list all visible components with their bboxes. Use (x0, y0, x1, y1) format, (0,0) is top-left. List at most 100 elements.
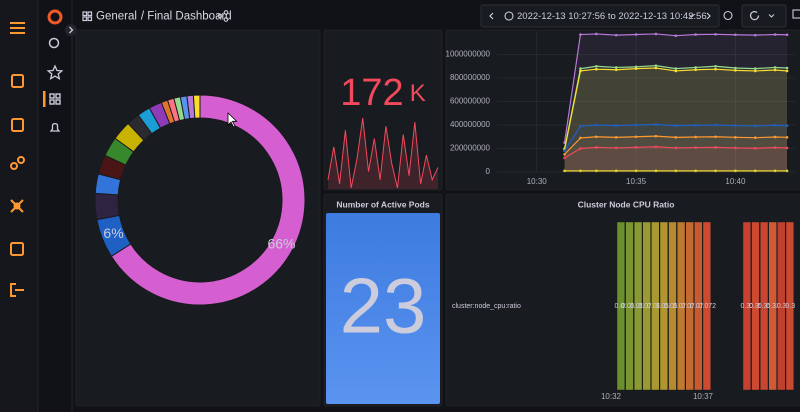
hamburger[interactable] (10, 22, 25, 34)
series-area (564, 68, 788, 172)
search-icon[interactable] (48, 37, 60, 49)
alerts-icon[interactable] (10, 156, 25, 170)
series-point (654, 123, 658, 126)
series-point (579, 67, 582, 70)
shift-forward[interactable] (706, 12, 711, 20)
panel-title[interactable]: Number of Active Pods (336, 199, 429, 209)
dashboards-icon[interactable] (11, 74, 24, 88)
series-area (564, 146, 788, 172)
series-point (694, 146, 697, 149)
series-point (634, 123, 638, 127)
time-picker[interactable] (480, 4, 720, 28)
series-point (674, 136, 678, 139)
series-point (595, 64, 598, 68)
state-bar (659, 221, 669, 391)
dashboard-icon (82, 11, 93, 22)
y-tick-label: 600000000 (450, 97, 491, 106)
tv-mode[interactable] (792, 9, 800, 19)
state-value: 0.3 (785, 303, 795, 310)
series-point (563, 153, 566, 156)
state-value: 0.058 (630, 303, 648, 310)
series-area (564, 136, 788, 172)
series-point (614, 169, 618, 173)
donut-slice (192, 94, 201, 119)
series-point (595, 67, 598, 71)
series-point (595, 146, 598, 149)
series-point (579, 147, 582, 150)
stat-unit: K (410, 80, 426, 107)
series-point (579, 69, 582, 73)
series-point (614, 124, 618, 127)
series-point (694, 33, 697, 36)
state-value: 0.05 (614, 303, 628, 310)
signout-icon[interactable] (10, 283, 24, 297)
dropdown[interactable] (768, 14, 775, 18)
dropdown[interactable] (688, 14, 695, 18)
series-point (773, 66, 777, 69)
bell-icon[interactable] (49, 123, 61, 132)
y-tick-label: 800000000 (450, 73, 491, 82)
series-point (654, 145, 658, 149)
collapse-toggle[interactable] (65, 24, 77, 36)
series-point (753, 136, 757, 139)
network-icon[interactable] (10, 199, 24, 213)
series-point (654, 32, 658, 36)
series-point (579, 33, 582, 36)
series-point (753, 67, 757, 70)
share-icon[interactable] (217, 10, 229, 22)
series-point (694, 123, 697, 127)
time-range[interactable]: 2022-12-13 10:27:56 to 2022-12-13 10:42:… (517, 11, 707, 22)
star-icon[interactable] (46, 64, 64, 81)
new-dashboard-icon[interactable] (11, 118, 24, 132)
breadcrumb-title[interactable]: / Final Dashboard (141, 11, 232, 23)
breadcrumb[interactable]: General / Final Dashboard (96, 11, 232, 23)
slice-label: 66% (267, 236, 295, 252)
zoom-out[interactable] (723, 10, 733, 21)
series-label: cluster:node_cpu:ratio (452, 303, 521, 310)
series-point (714, 169, 717, 173)
series-point (714, 64, 717, 68)
state-value: 0.059 (656, 303, 674, 310)
shift-back[interactable] (489, 12, 494, 20)
series-point (614, 66, 618, 69)
refresh-icon[interactable] (749, 11, 760, 21)
stat-panel (323, 29, 443, 191)
donut: 66% 6% (94, 94, 306, 306)
panel-title[interactable]: Cluster Node CPU Ratio (578, 199, 675, 209)
dashboards-nav-icon[interactable] (49, 93, 61, 105)
top-bar: General / Final Dashboard 2022-12-13 10:2… (82, 4, 800, 28)
y-tick-label: 0 (486, 167, 491, 176)
series-point (595, 32, 598, 36)
series-point (734, 146, 737, 150)
sparkline (327, 117, 439, 189)
timeseries: 0 200000000 400000000 600000000 800000000 100… (446, 31, 795, 186)
series-point (734, 66, 737, 70)
series-point (614, 146, 618, 150)
state-bar (651, 221, 660, 391)
series-point (694, 135, 697, 139)
series-point (785, 136, 789, 139)
breadcrumb-folder[interactable]: General (96, 11, 137, 23)
series-point (614, 33, 618, 37)
active-indicator (43, 91, 46, 107)
series-point (714, 32, 717, 36)
x-tick-label: 10:32 (601, 392, 622, 401)
series-point (694, 169, 697, 173)
series-point (654, 66, 658, 70)
x-tick-label: 10:35 (626, 177, 647, 186)
refresh-picker[interactable] (741, 4, 787, 28)
clock-icon (504, 11, 514, 21)
series-point (714, 67, 717, 71)
state-bar (751, 221, 760, 391)
series-point (563, 149, 566, 153)
series-point (634, 169, 638, 173)
state-value: 0.35 (749, 303, 763, 310)
help-icon[interactable] (10, 242, 24, 256)
series-point (674, 169, 678, 173)
series-point (785, 66, 789, 70)
series-point (694, 68, 697, 72)
grafana-logo[interactable] (47, 9, 63, 25)
series-point (773, 33, 777, 36)
series-point (614, 68, 618, 72)
series-point (563, 156, 566, 160)
